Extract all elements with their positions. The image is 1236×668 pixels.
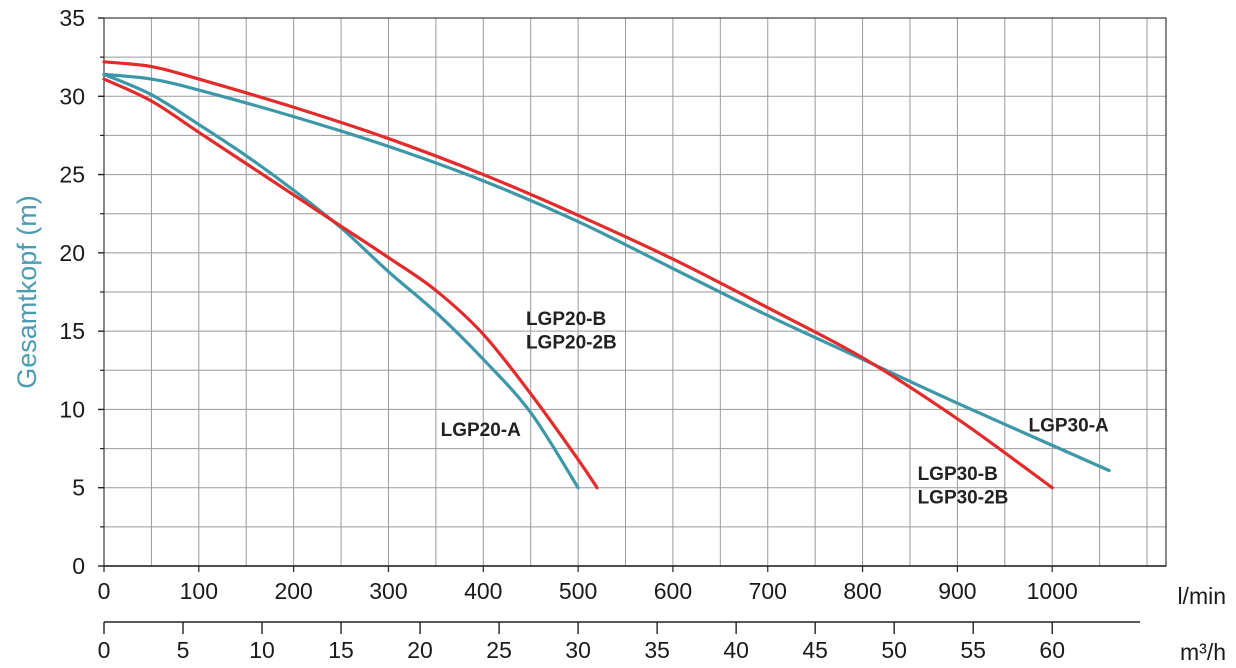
y-tick-label: 0 [72, 553, 85, 579]
series-label: LGP20-B [526, 309, 606, 330]
x2-tick-label: 15 [328, 637, 354, 663]
curve-lgp20-b-lgp20-2b [102, 77, 599, 490]
curve-lgp30-a [102, 72, 1111, 473]
x2-tick-label: 20 [407, 637, 433, 663]
x-tick-label: 0 [98, 578, 111, 604]
x-tick-label: 400 [464, 578, 502, 604]
y-tick-label: 15 [59, 318, 85, 344]
series-label: LGP20-2B [526, 332, 617, 353]
x-axis-unit-lmin: l/min [1177, 583, 1226, 609]
x2-tick-label: 40 [723, 637, 749, 663]
x2-tick-label: 55 [960, 637, 986, 663]
x2-tick-label: 5 [177, 637, 190, 663]
x-tick-label: 200 [274, 578, 312, 604]
x2-tick-label: 25 [486, 637, 512, 663]
x2-tick-label: 30 [565, 637, 591, 663]
series-label: LGP20-A [441, 420, 522, 441]
x2-tick-label: 10 [249, 637, 275, 663]
x-tick-label: 500 [559, 578, 597, 604]
x2-tick-label: 60 [1039, 637, 1065, 663]
x2-tick-label: 45 [802, 637, 828, 663]
y-tick-label: 35 [59, 5, 85, 31]
curve-lgp30-b-lgp30-2b [102, 60, 1054, 490]
x2-axis-unit-m3h: m³/h [1180, 639, 1226, 665]
x-tick-label: 900 [938, 578, 976, 604]
y-tick-label: 30 [59, 83, 85, 109]
curve-lgp20-a [102, 72, 580, 490]
series-label: LGP30-B [918, 464, 998, 485]
x-tick-label: 700 [749, 578, 787, 604]
series-label: LGP30-A [1029, 415, 1110, 436]
y-axis-label: Gesamtkopf (m) [12, 195, 42, 389]
x-tick-label: 100 [180, 578, 218, 604]
x-tick-label: 800 [843, 578, 881, 604]
y-tick-label: 20 [59, 240, 85, 266]
y-tick-label: 5 [72, 475, 85, 501]
x2-tick-label: 35 [644, 637, 670, 663]
grid [103, 17, 1167, 567]
curves [102, 60, 1111, 490]
x2-tick-label: 0 [98, 637, 111, 663]
y-tick-label: 10 [59, 396, 85, 422]
x2-tick-label: 50 [881, 637, 907, 663]
x-tick-label: 300 [369, 578, 407, 604]
y-tick-label: 25 [59, 162, 85, 188]
series-label: LGP30-2B [918, 487, 1009, 508]
x-tick-label: 600 [654, 578, 692, 604]
x-tick-label: 1000 [1027, 578, 1078, 604]
